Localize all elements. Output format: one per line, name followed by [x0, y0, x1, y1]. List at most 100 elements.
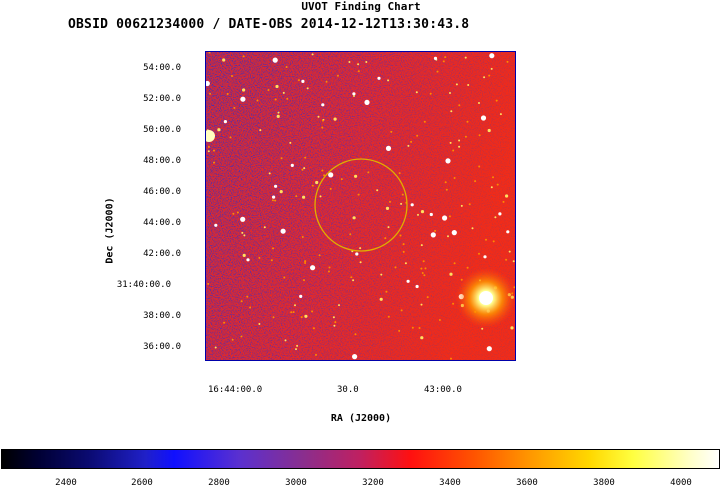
star [394, 266, 397, 269]
star [494, 216, 497, 219]
star [420, 267, 423, 270]
star [283, 276, 286, 279]
star [318, 254, 321, 257]
star [376, 189, 379, 192]
star [295, 348, 297, 351]
star [306, 87, 309, 90]
star [328, 172, 334, 178]
star [357, 63, 360, 66]
star [404, 262, 407, 265]
star [468, 203, 471, 206]
star [506, 60, 509, 63]
star [445, 188, 448, 191]
star [445, 158, 451, 164]
star [365, 61, 368, 63]
star [420, 210, 425, 214]
star [321, 126, 324, 129]
star [322, 119, 324, 122]
star [399, 234, 402, 237]
star [480, 115, 487, 121]
star [348, 61, 351, 63]
star [354, 333, 357, 336]
star [390, 130, 393, 133]
star [223, 321, 226, 324]
star [209, 92, 212, 95]
star [400, 202, 403, 205]
star [474, 180, 477, 183]
star [226, 93, 229, 95]
dec-tick: 48:00.0 [143, 156, 181, 166]
star [214, 223, 218, 227]
star [276, 114, 280, 118]
star [352, 279, 355, 282]
star [483, 255, 487, 259]
star [304, 156, 307, 159]
star [243, 234, 246, 237]
star [387, 79, 390, 82]
star [426, 296, 429, 299]
star [379, 297, 383, 301]
star [271, 199, 274, 202]
star [464, 56, 467, 59]
star [508, 250, 511, 253]
star [444, 56, 447, 59]
star [297, 79, 300, 82]
colorbar-tick: 4000 [670, 478, 692, 488]
star [385, 290, 388, 293]
star [467, 84, 470, 86]
star [487, 128, 491, 133]
star [398, 172, 401, 175]
dec-tick: 38:00.0 [143, 311, 181, 321]
star [304, 314, 308, 318]
star [512, 260, 515, 263]
star [311, 310, 314, 313]
star [429, 92, 432, 95]
star [231, 338, 234, 341]
star [448, 215, 451, 218]
star [495, 99, 498, 102]
star [274, 98, 277, 101]
star [398, 329, 401, 332]
star [333, 324, 336, 327]
star [319, 195, 322, 198]
star [207, 145, 210, 148]
star [340, 178, 343, 181]
star [217, 128, 221, 132]
colorbar [1, 449, 720, 469]
star [453, 177, 456, 179]
ra-tick: 43:00.0 [424, 385, 462, 395]
star [400, 309, 403, 312]
star [241, 231, 244, 234]
star [354, 174, 358, 178]
star [289, 141, 292, 144]
star [301, 168, 304, 171]
star [349, 233, 352, 236]
star [478, 102, 480, 104]
star [263, 226, 266, 229]
star [290, 163, 294, 167]
star [240, 96, 246, 102]
dec-tick: 52:00.0 [143, 94, 181, 104]
star [333, 117, 337, 121]
dec-tick: 46:00.0 [143, 187, 181, 197]
star [232, 212, 235, 215]
star-field [206, 52, 515, 360]
star [385, 206, 390, 210]
star [450, 357, 452, 360]
star [492, 176, 494, 179]
star [323, 174, 326, 177]
chart-title: UVOT Finding Chart [301, 0, 421, 13]
star [359, 247, 362, 250]
star [301, 79, 305, 83]
star [315, 180, 319, 185]
star [429, 212, 433, 217]
star [300, 316, 303, 319]
star [464, 135, 467, 138]
star [352, 92, 356, 96]
star [490, 186, 493, 189]
star [407, 144, 410, 147]
star [327, 270, 330, 273]
star [471, 227, 474, 230]
colorbar-tick: 3600 [516, 478, 538, 488]
target-circle [314, 158, 408, 252]
